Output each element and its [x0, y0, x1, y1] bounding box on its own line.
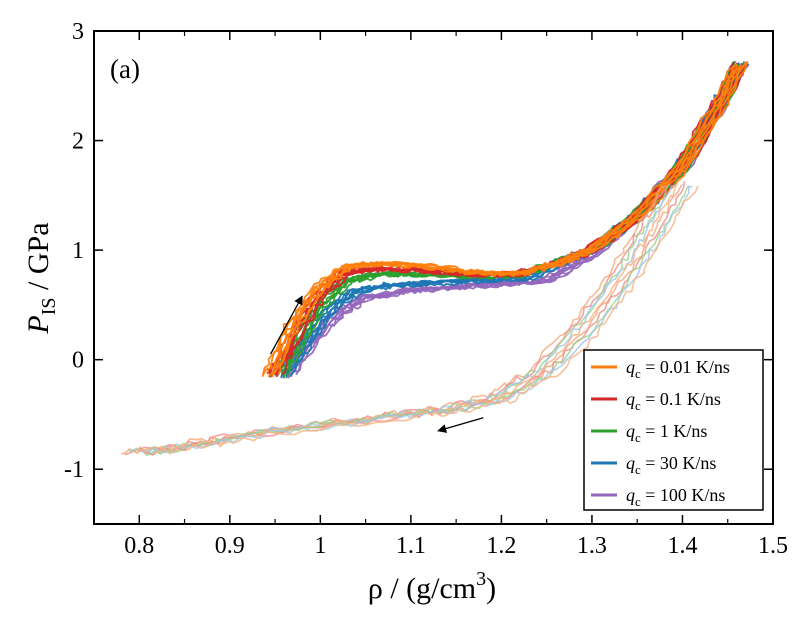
series-line — [277, 60, 749, 375]
series-group — [261, 60, 749, 378]
x-tick-label: 0.9 — [215, 533, 245, 559]
legend-label-text: = 30 K/ns — [641, 453, 717, 473]
x-tick-label: 1.4 — [667, 533, 697, 559]
series-line — [285, 62, 743, 379]
panel-label: (a) — [110, 54, 140, 84]
x-tick-label: 0.8 — [124, 533, 154, 559]
y-tick-label: 3 — [72, 19, 84, 45]
series-line — [277, 61, 735, 375]
series-line — [274, 64, 744, 376]
legend-label-text: = 0.01 K/ns — [641, 357, 730, 377]
series-line — [148, 185, 693, 454]
series-line — [276, 65, 736, 376]
annotation-arrow — [437, 417, 484, 433]
arrow-layer — [269, 295, 484, 433]
y-tick-label: 0 — [72, 348, 84, 374]
series-line — [261, 65, 735, 377]
legend-label-text: = 1 K/ns — [641, 421, 708, 441]
legend-label: qc = 100 K/ns — [626, 485, 725, 509]
series-line — [269, 61, 735, 378]
series-line — [120, 185, 665, 455]
series-line — [281, 64, 748, 375]
y-axis-label-unit: / GPa — [22, 222, 55, 297]
x-tick-label: 1.3 — [577, 533, 607, 559]
series-line — [286, 62, 748, 376]
y-axis-label-var: P — [22, 315, 55, 334]
series-group — [120, 180, 699, 457]
series-line — [153, 185, 699, 455]
legend-label-sub: c — [635, 430, 641, 445]
x-tick-label: 1.5 — [758, 533, 788, 559]
series-line — [286, 63, 742, 378]
legend-label-var: q — [626, 421, 635, 441]
series-group — [276, 61, 750, 379]
x-axis-label-sup: 3 — [476, 568, 486, 590]
x-tick-label: 1.2 — [486, 533, 516, 559]
series-line — [267, 61, 735, 375]
legend-label-var: q — [626, 389, 635, 409]
x-tick-label: 1.1 — [396, 533, 426, 559]
legend-label: qc = 1 K/ns — [626, 421, 707, 445]
legend-label: qc = 0.1 K/ns — [626, 389, 721, 413]
series-line — [295, 64, 750, 376]
series-line — [287, 65, 743, 379]
series-line — [270, 62, 739, 378]
legend-label-sub: c — [635, 366, 641, 381]
y-tick-label: -1 — [64, 457, 84, 483]
plot-frame — [93, 30, 774, 525]
y-tick-label: 2 — [72, 129, 84, 155]
series-line — [280, 65, 736, 378]
legend-label-var: q — [626, 485, 635, 505]
legend-label: qc = 0.01 K/ns — [626, 357, 730, 381]
series-line — [272, 60, 737, 375]
series-line — [287, 63, 748, 375]
series-line — [271, 64, 743, 378]
legend-label: qc = 30 K/ns — [626, 453, 716, 477]
legend-label-sub: c — [635, 398, 641, 413]
legend-label-sub: c — [635, 462, 641, 477]
x-axis-label-close: ) — [486, 572, 496, 605]
series-line — [145, 185, 690, 457]
series-line — [281, 64, 737, 378]
legend-label-text: = 0.1 K/ns — [641, 389, 721, 409]
legend-label-var: q — [626, 357, 635, 377]
y-axis-label: PIS / GPa — [22, 222, 60, 334]
x-axis-label: ρ / (g/cm3) — [368, 568, 496, 605]
series-group — [280, 61, 750, 379]
legend-label-text: = 100 K/ns — [641, 485, 726, 505]
legend-label-var: q — [626, 453, 635, 473]
y-tick-label: 1 — [72, 238, 84, 264]
series-line — [144, 180, 686, 456]
series-line — [290, 63, 750, 377]
legend-label-sub: c — [635, 494, 641, 509]
x-axis-label-main: ρ / (g/cm — [368, 572, 476, 605]
series-layer — [120, 60, 750, 457]
x-tick-label: 1 — [314, 533, 326, 559]
annotation-arrow — [269, 295, 303, 355]
y-axis-label-sub: IS — [38, 297, 60, 315]
series-line — [280, 64, 741, 379]
